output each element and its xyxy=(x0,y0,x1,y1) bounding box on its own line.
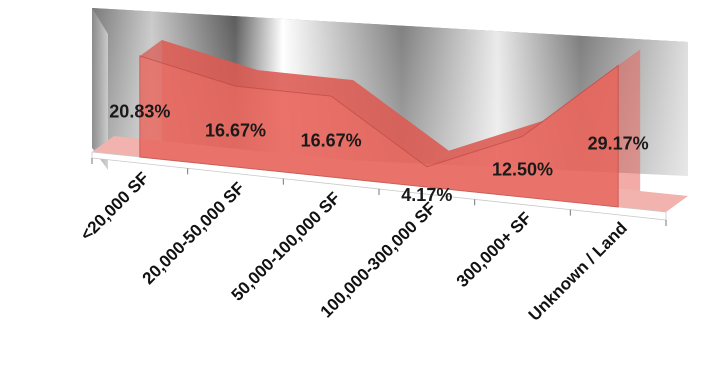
area-front-face xyxy=(139,55,619,208)
data-label: 12.50% xyxy=(492,160,553,180)
area-top-segment xyxy=(331,80,449,167)
area-top-segment xyxy=(139,39,258,87)
area-top-segment xyxy=(235,70,354,97)
x-tick-label: 300,000+ SF xyxy=(453,208,536,291)
data-label: 29.17% xyxy=(588,133,649,153)
x-tick-label: 100,000-300,000 SF xyxy=(317,198,440,321)
data-labels: 20.83% 16.67% 16.67% 4.17% 12.50% 29.17% xyxy=(109,102,648,205)
area-top-segment xyxy=(426,120,545,167)
data-label: 16.67% xyxy=(205,121,266,141)
area-series xyxy=(139,39,641,208)
data-label: 4.17% xyxy=(401,185,452,205)
side-wall xyxy=(92,8,108,170)
x-tick-label: <20,000 SF xyxy=(77,168,153,244)
x-tick-label: Unknown / Land xyxy=(525,218,631,324)
x-tick-label: 20,000-50,000 SF xyxy=(139,178,249,288)
x-tick-label: 50,000-100,000 SF xyxy=(228,188,344,304)
data-label: 16.67% xyxy=(301,131,362,151)
data-label: 20.83% xyxy=(109,102,170,122)
